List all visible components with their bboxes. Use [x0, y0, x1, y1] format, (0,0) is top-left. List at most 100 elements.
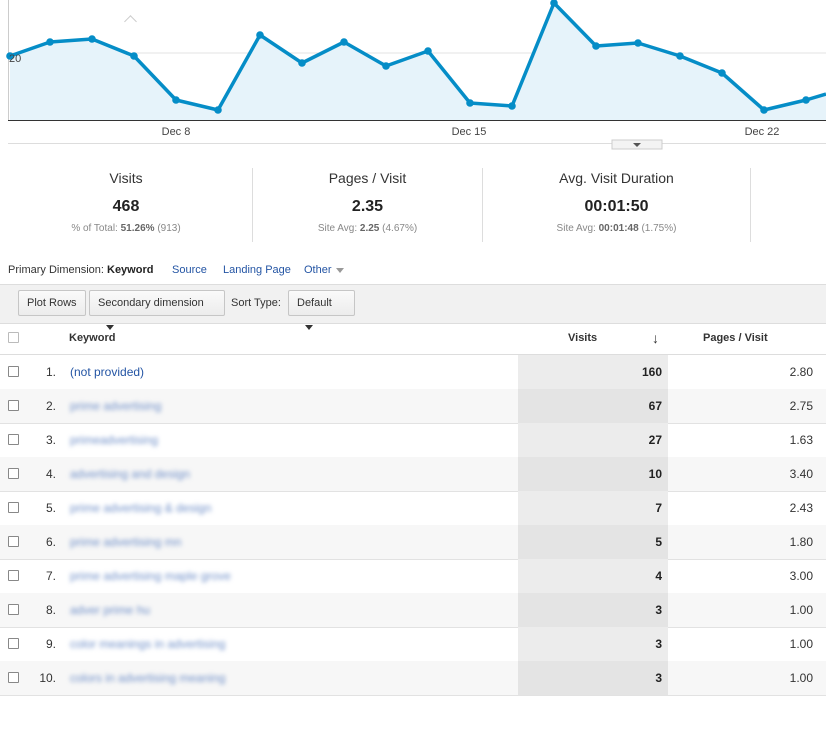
pages-per-visit-value: 2.80: [789, 365, 813, 379]
dimension-keyword[interactable]: Keyword: [107, 264, 154, 276]
data-point: [6, 52, 14, 60]
scorecard-title: Visits: [109, 170, 143, 186]
row-number: 5.: [45, 501, 56, 515]
table-row: 2. prime advertising 67 2.75: [0, 389, 826, 424]
header-visits[interactable]: Visits: [568, 332, 598, 344]
table-row: 7. prime advertising maple grove 4 3.00: [0, 559, 826, 594]
secondary-dimension-label: Secondary dimension: [98, 297, 204, 309]
keyword-link[interactable]: prime advertising mn: [70, 535, 182, 549]
data-point: [550, 0, 558, 7]
pages-per-visit-value: 1.00: [789, 637, 813, 651]
data-point: [172, 96, 180, 104]
visits-value: 10: [648, 467, 662, 481]
dimension-landing-page[interactable]: Landing Page: [223, 264, 291, 276]
row-checkbox[interactable]: [8, 672, 19, 683]
row-checkbox[interactable]: [8, 604, 19, 615]
primary-dimension-label: Primary Dimension:: [8, 264, 104, 276]
visits-column-bg: [518, 661, 668, 695]
visits-line-chart: Dec 8 Dec 15 Dec 22 20: [0, 0, 826, 150]
row-checkbox[interactable]: [8, 468, 19, 479]
data-point: [46, 38, 54, 46]
visits-column-bg: [518, 559, 668, 593]
visits-value: 67: [648, 399, 662, 413]
row-checkbox[interactable]: [8, 400, 19, 411]
scorecard-pages-per-visit[interactable]: Pages / Visit 2.35 Site Avg: 2.25 (4.67%…: [253, 168, 482, 242]
pages-per-visit-value: 1.63: [789, 433, 813, 447]
data-point: [424, 47, 432, 55]
row-checkbox[interactable]: [8, 434, 19, 445]
keyword-link[interactable]: (not provided): [70, 365, 145, 379]
table-row: 8. adver prime hu 3 1.00: [0, 593, 826, 628]
data-point: [508, 102, 516, 110]
table-row: 5. prime advertising & design 7 2.43: [0, 491, 826, 526]
chevron-down-icon: [305, 324, 313, 330]
visits-column-bg: [518, 457, 668, 491]
row-checkbox[interactable]: [8, 502, 19, 513]
visits-value: 3: [655, 671, 662, 685]
scorecard-value: 2.35: [351, 198, 384, 215]
keyword-link[interactable]: prime advertising maple grove: [70, 569, 231, 583]
table-row: 3. primeadvertising 27 1.63: [0, 423, 826, 458]
select-all-checkbox[interactable]: [8, 332, 19, 343]
chevron-down-icon: [633, 143, 641, 147]
dimension-other[interactable]: Other: [304, 264, 344, 276]
row-checkbox[interactable]: [8, 570, 19, 581]
keyword-link[interactable]: primeadvertising: [70, 433, 159, 447]
keyword-link[interactable]: prime advertising: [70, 399, 162, 413]
data-point: [802, 96, 810, 104]
y-axis-label: 20: [9, 53, 22, 65]
data-point: [760, 106, 768, 114]
data-point: [676, 52, 684, 60]
scorecard-avg-visit-duration[interactable]: Avg. Visit Duration 00:01:50 Site Avg: 0…: [483, 168, 750, 242]
visits-column-bg: [518, 389, 668, 423]
pages-per-visit-value: 3.00: [789, 569, 813, 583]
keyword-link[interactable]: prime advertising & design: [70, 501, 212, 515]
row-number: 2.: [45, 399, 56, 413]
table-row: 9. color meanings in advertising 3 1.00: [0, 627, 826, 662]
row-checkbox[interactable]: [8, 536, 19, 547]
keyword-link[interactable]: advertising and design: [70, 467, 191, 481]
row-number: 8.: [45, 603, 56, 617]
table-row: 4. advertising and design 10 3.40: [0, 457, 826, 492]
chevron-down-icon: [106, 324, 114, 330]
scorecard-title: Avg. Visit Duration: [559, 170, 674, 186]
x-tick-label: Dec 15: [452, 126, 487, 138]
visits-column-bg: [518, 593, 668, 627]
dimension-source[interactable]: Source: [172, 264, 207, 276]
data-point: [214, 106, 222, 114]
sort-type-dropdown[interactable]: Default: [288, 290, 355, 330]
sort-type-value: Default: [297, 297, 332, 309]
x-tick-label: Dec 22: [745, 126, 780, 138]
pages-per-visit-value: 2.75: [789, 399, 813, 413]
secondary-dimension-dropdown[interactable]: Secondary dimension: [89, 290, 225, 330]
x-tick-label: Dec 8: [162, 126, 191, 138]
header-keyword[interactable]: Keyword: [69, 332, 116, 344]
plot-rows-button[interactable]: Plot Rows: [18, 290, 86, 316]
visits-column-bg: [518, 491, 668, 525]
data-point: [466, 99, 474, 107]
data-point: [634, 39, 642, 47]
table-toolbar: Plot Rows Secondary dimension Sort Type:…: [0, 284, 826, 330]
table-header: Keyword Visits ↓ Pages / Visit: [0, 322, 826, 355]
visits-column-bg: [518, 525, 668, 559]
keyword-link[interactable]: colors in advertising meaning: [70, 671, 226, 685]
keyword-link[interactable]: color meanings in advertising: [70, 637, 226, 651]
data-point: [718, 69, 726, 77]
scorecard-visits[interactable]: Visits 468 % of Total: 51.26% (913): [0, 168, 252, 242]
chart-collapse-handle[interactable]: [611, 139, 663, 150]
row-number: 4.: [45, 467, 56, 481]
data-point: [130, 52, 138, 60]
divider: [252, 168, 253, 242]
row-checkbox[interactable]: [8, 638, 19, 649]
row-number: 9.: [45, 637, 56, 651]
chart-svg: Dec 8 Dec 15 Dec 22: [6, 0, 826, 150]
visits-column-bg: [518, 627, 668, 661]
table-row: 10. colors in advertising meaning 3 1.00: [0, 661, 826, 696]
row-checkbox[interactable]: [8, 366, 19, 377]
sort-desc-arrow-icon[interactable]: ↓: [652, 330, 659, 346]
visits-value: 4: [655, 569, 662, 583]
visits-value: 160: [641, 365, 662, 379]
header-pages-per-visit[interactable]: Pages / Visit: [703, 332, 768, 344]
data-point: [256, 31, 264, 39]
keyword-link[interactable]: adver prime hu: [70, 603, 151, 617]
